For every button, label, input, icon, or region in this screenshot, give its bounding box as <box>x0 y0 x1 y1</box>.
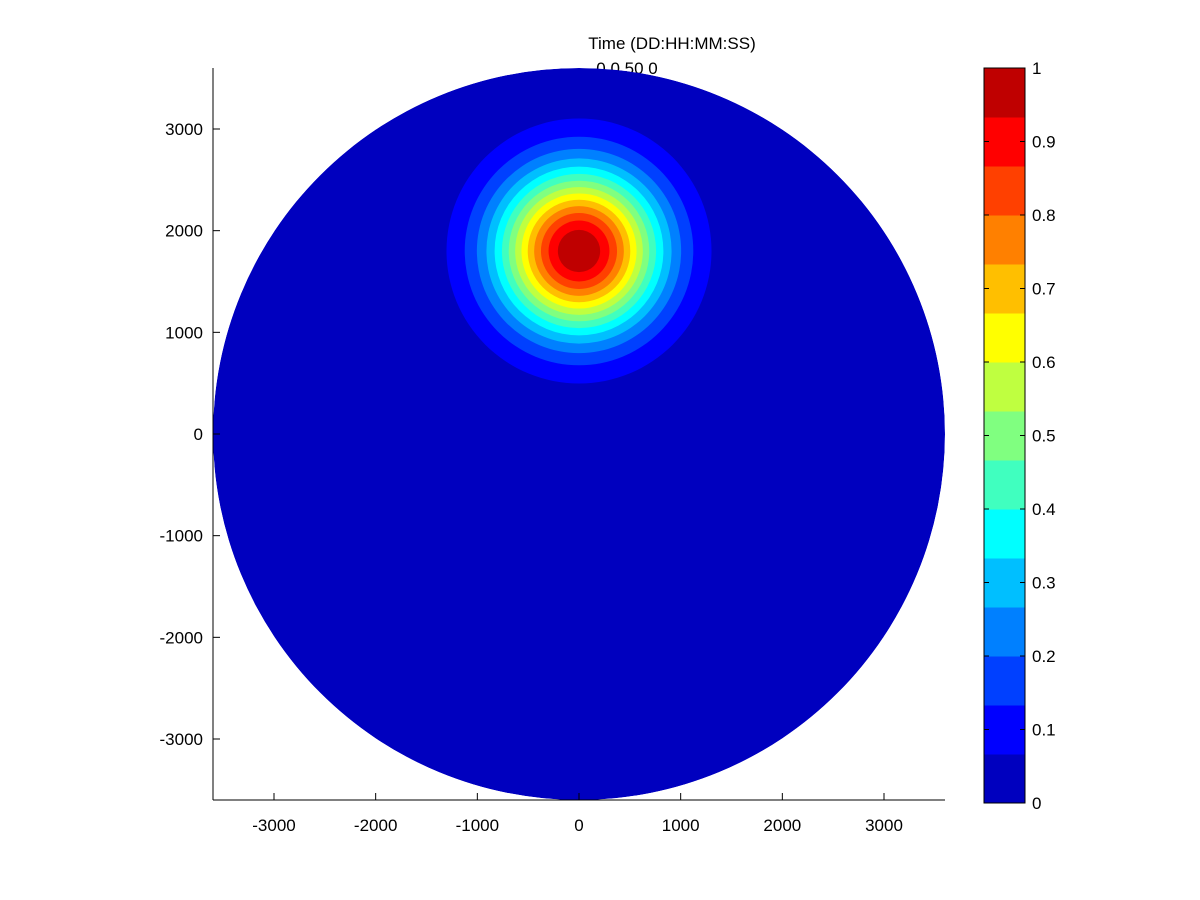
colorbar-tick-label: 0.5 <box>1032 427 1056 446</box>
x-tick-label: -2000 <box>354 816 397 835</box>
chart-title: Time (DD:HH:MM:SS) <box>588 34 755 53</box>
colorbar-segment <box>984 313 1025 363</box>
y-tick-label: 2000 <box>165 222 203 241</box>
colorbar-tick-label: 0.9 <box>1032 133 1056 152</box>
colorbar-segment <box>984 705 1025 755</box>
y-tick-label: -2000 <box>160 628 203 647</box>
colorbar-segment <box>984 362 1025 412</box>
x-tick-label: 1000 <box>662 816 700 835</box>
colorbar-tick-label: 0.6 <box>1032 353 1056 372</box>
colorbar-segment <box>984 509 1025 559</box>
x-tick-label: -3000 <box>252 816 295 835</box>
heatmap-field <box>213 68 945 800</box>
field-contour-band <box>557 229 601 273</box>
y-tick-label: 0 <box>194 425 203 444</box>
y-tick-label: 3000 <box>165 120 203 139</box>
colorbar-tick-label: 0.1 <box>1032 721 1056 740</box>
colorbar-tick-label: 0.8 <box>1032 206 1056 225</box>
colorbar-tick-label: 0.7 <box>1032 280 1056 299</box>
colorbar-segment <box>984 754 1025 804</box>
colorbar <box>983 67 1026 804</box>
colorbar-ticks: 0 0.1 0.2 0.3 0.4 0.5 0.6 0.7 0.8 0.9 1 <box>984 59 1056 813</box>
colorbar-tick-label: 1 <box>1032 59 1041 78</box>
colorbar-tick-label: 0 <box>1032 794 1041 813</box>
colorbar-segment <box>984 607 1025 657</box>
colorbar-segment <box>984 264 1025 314</box>
colorbar-segment <box>984 558 1025 608</box>
colorbar-segment <box>984 215 1025 265</box>
y-tick-label: -3000 <box>160 730 203 749</box>
colorbar-segment <box>984 411 1025 461</box>
field-background <box>213 68 945 800</box>
y-tick-label: 1000 <box>165 323 203 342</box>
x-tick-label: -1000 <box>456 816 499 835</box>
colorbar-tick-label: 0.4 <box>1032 500 1056 519</box>
y-ticks: -3000 -2000 -1000 0 1000 2000 3000 <box>160 120 220 749</box>
y-tick-label: -1000 <box>160 527 203 546</box>
colorbar-tick-label: 0.3 <box>1032 574 1056 593</box>
colorbar-segment <box>984 166 1025 216</box>
x-tick-label: 2000 <box>763 816 801 835</box>
colorbar-segment <box>984 460 1025 510</box>
colorbar-segment <box>984 117 1025 167</box>
colorbar-tick-label: 0.2 <box>1032 647 1056 666</box>
colorbar-segment <box>984 68 1025 118</box>
x-tick-label: 0 <box>574 816 583 835</box>
x-tick-label: 3000 <box>865 816 903 835</box>
colorbar-segment <box>984 656 1025 706</box>
x-ticks: -3000 -2000 -1000 0 1000 2000 3000 <box>252 793 903 835</box>
